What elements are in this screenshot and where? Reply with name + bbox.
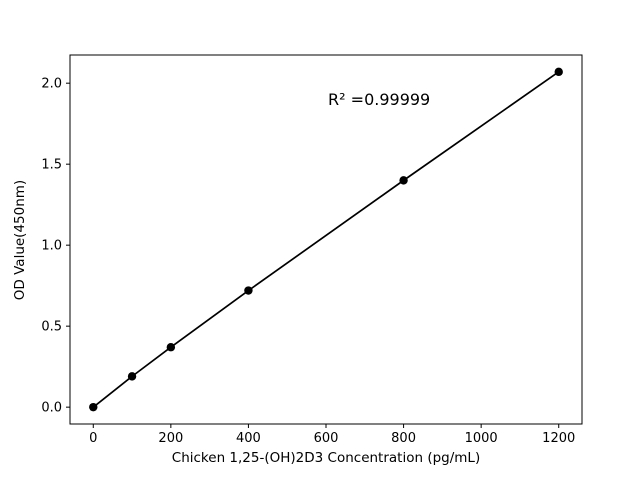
data-point (554, 67, 563, 77)
x-tick-label: 200 (158, 431, 183, 446)
data-point (166, 343, 176, 352)
y-tick-label: 1.0 (41, 239, 62, 254)
data-point (127, 372, 137, 381)
x-tick-label: 400 (236, 431, 261, 446)
x-axis-label: Chicken 1,25-(OH)2D3 Concentration (pg/m… (172, 450, 480, 466)
x-tick-label: 600 (314, 431, 339, 446)
plot-area: 0 200 400 600 800 1000 1200 0.0 0.5 1.0 1.5 2.0 (41, 54, 583, 446)
y-tick-label: 0.0 (41, 401, 62, 416)
x-tick-label: 0 (89, 431, 97, 446)
y-tick-label: 2.0 (41, 77, 62, 92)
data-point (89, 402, 98, 412)
axes-spines (69, 54, 583, 425)
y-tick-label: 1.5 (41, 158, 62, 173)
data-point (244, 286, 253, 295)
x-tick-label: 800 (391, 431, 416, 446)
r-squared-annotation: R² =0.99999 (328, 90, 430, 109)
y-axis-label: OD Value(450nm) (12, 180, 28, 300)
x-tick-label: 1200 (542, 431, 575, 446)
data-point (399, 176, 408, 185)
series-line (92, 71, 560, 408)
x-tick-label: 1000 (465, 431, 498, 446)
y-tick-label: 0.5 (41, 320, 62, 335)
